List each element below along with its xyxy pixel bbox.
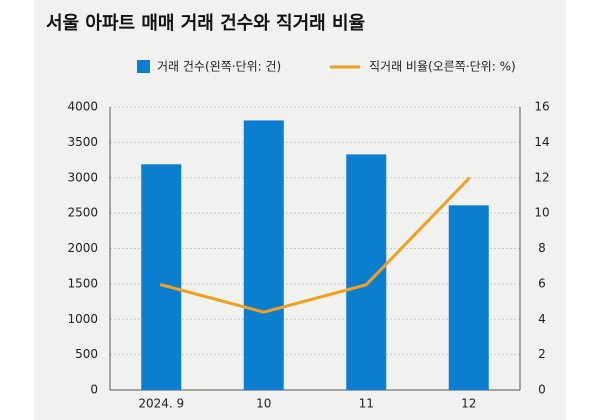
left-tick-label: 4000 xyxy=(67,100,98,114)
legend-bar-label: 거래 건수(왼쪽·단위: 건) xyxy=(157,60,281,74)
line-point-3 xyxy=(468,178,470,180)
bar-0 xyxy=(141,164,182,390)
legend-bar-swatch xyxy=(137,60,150,73)
right-tick-label: 12 xyxy=(534,170,549,184)
bar-3 xyxy=(448,205,489,390)
line-series-ratio xyxy=(159,177,471,314)
x-tick-label: 11 xyxy=(359,397,374,411)
left-tick-label: 2500 xyxy=(67,206,98,220)
legend-line-label: 직거래 비율(오른쪽·단위: %) xyxy=(369,60,516,74)
left-tick-label: 1500 xyxy=(67,276,98,290)
right-tick-label: 16 xyxy=(534,100,549,114)
right-tick-label: 0 xyxy=(538,383,546,397)
left-tick-label: 2000 xyxy=(67,241,98,255)
chart-title: 서울 아파트 매매 거래 건수와 직거래 비율 xyxy=(46,13,366,34)
left-tick-label: 3000 xyxy=(67,170,98,184)
bar-1 xyxy=(243,120,284,390)
line-point-2 xyxy=(365,284,367,286)
x-tick-label: 12 xyxy=(461,397,476,411)
right-tick-label: 8 xyxy=(538,241,546,255)
right-tick-label: 4 xyxy=(538,312,546,326)
left-tick-label: 3500 xyxy=(67,135,98,149)
right-tick-label: 6 xyxy=(538,276,546,290)
line-point-0 xyxy=(160,284,162,286)
line-point-1 xyxy=(263,311,265,313)
right-tick-label: 2 xyxy=(538,347,546,361)
left-tick-label: 500 xyxy=(75,347,98,361)
x-tick-label: 2024. 9 xyxy=(138,397,184,411)
x-tick-label: 10 xyxy=(256,397,271,411)
left-tick-label: 1000 xyxy=(67,312,98,326)
right-tick-label: 10 xyxy=(534,206,549,220)
right-tick-label: 14 xyxy=(534,135,549,149)
left-tick-label: 0 xyxy=(90,383,98,397)
